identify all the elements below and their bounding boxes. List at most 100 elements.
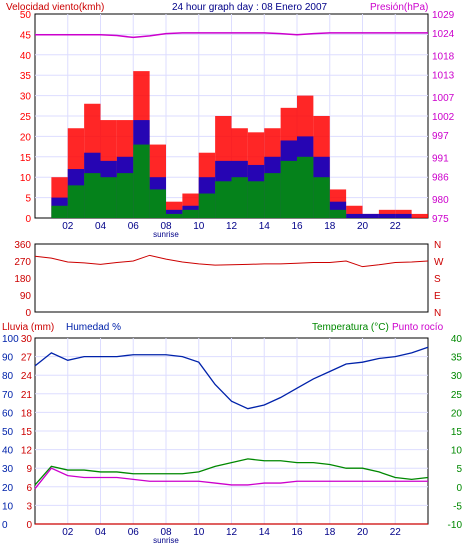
chart-title: 24 hour graph day : 08 Enero 2007	[172, 2, 328, 13]
time-tick-label: 22	[390, 221, 402, 232]
pressure-tick-label: 991	[432, 154, 449, 165]
wind-series-low	[51, 144, 347, 218]
humidity-tick-label: 90	[2, 353, 14, 364]
wind-tick-label: 20	[20, 132, 32, 143]
wind-tick-label: 30	[20, 92, 32, 103]
temperature-axis-title: Temperatura (°C)	[312, 322, 389, 333]
time-tick-label: 16	[291, 527, 303, 538]
humidity-tick-label: 40	[2, 446, 14, 457]
pressure-tick-label: 986	[432, 172, 449, 183]
pressure-tick-label: 1018	[432, 52, 455, 63]
time-tick-label: 02	[62, 221, 74, 232]
direction-tick-label: 0	[25, 308, 31, 319]
time-tick-label: 20	[357, 527, 369, 538]
time-tick-label: 06	[128, 527, 140, 538]
wind-bar	[198, 193, 216, 218]
wind-bar	[378, 213, 396, 218]
wind-tick-label: 40	[20, 51, 32, 62]
pressure-tick-label: 1024	[432, 29, 455, 40]
humidity-tick-label: 60	[2, 408, 14, 419]
humidity-tick-label: 50	[2, 427, 14, 438]
humidity-tick-label: 20	[2, 483, 14, 494]
time-tick-label: 14	[259, 221, 271, 232]
wind-bar	[67, 185, 85, 218]
wind-bar	[346, 213, 363, 218]
time-tick-label: 12	[226, 221, 238, 232]
wind-tick-label: 10	[20, 173, 32, 184]
wind-bar	[297, 156, 314, 218]
pressure-axis-title: Presión(hPa)	[370, 2, 428, 13]
rain-tick-label: 9	[26, 464, 32, 475]
time-tick-label: 08	[160, 221, 172, 232]
wind-bar	[411, 213, 428, 218]
rain-tick-label: 15	[21, 427, 33, 438]
temperature-tick-label: 40	[451, 334, 463, 345]
humidity-tick-label: 70	[2, 390, 14, 401]
pressure-tick-label: 1029	[432, 10, 455, 21]
humidity-temperature-panel: Lluvia (mm) Humedad % Temperatura (°C) Punt…	[2, 322, 462, 545]
wind-axis-title: Velocidad viento(kmh)	[6, 2, 104, 13]
wind-bar	[215, 181, 232, 218]
rain-tick-label: 12	[21, 446, 33, 457]
wind-bar	[100, 177, 117, 218]
wind-pressure-panel: 0510152025303540455097598098699199710021…	[20, 10, 455, 239]
time-tick-label: 12	[226, 527, 238, 538]
wind-tick-label: 5	[25, 194, 31, 205]
wind-bar	[247, 181, 265, 218]
wind-bar	[166, 213, 183, 218]
rain-tick-label: 0	[26, 520, 32, 531]
wind-tick-label: 0	[25, 214, 31, 225]
time-tick-label: 02	[62, 527, 74, 538]
wind-bar	[362, 213, 379, 218]
temperature-tick-label: 10	[451, 446, 463, 457]
humidity-tick-label: 10	[2, 501, 14, 512]
wind-tick-label: 50	[20, 10, 32, 21]
wind-bar	[84, 173, 101, 218]
wind-bar	[231, 177, 248, 218]
time-tick-label: 18	[324, 221, 336, 232]
compass-label: N	[434, 308, 441, 319]
compass-label: N	[434, 240, 441, 251]
temperature-tick-label: -10	[448, 520, 463, 531]
temperature-tick-label: 20	[451, 408, 463, 419]
time-tick-label: 06	[128, 221, 140, 232]
humidity-axis-title: Humedad %	[66, 322, 121, 333]
wind-bar	[133, 144, 150, 218]
pressure-tick-label: 1002	[432, 112, 455, 123]
humidity-tick-label: 100	[2, 334, 19, 345]
wind-bar	[149, 189, 166, 218]
temperature-tick-label: 25	[451, 390, 463, 401]
compass-label: W	[434, 257, 444, 268]
temperature-tick-label: 30	[451, 371, 463, 382]
series-line	[34, 467, 428, 490]
sunrise-label: sunrise	[153, 536, 179, 545]
rain-tick-label: 30	[21, 334, 33, 345]
pressure-tick-label: 975	[432, 214, 449, 225]
pressure-tick-label: 1007	[432, 93, 455, 104]
direction-tick-label: 90	[20, 291, 32, 302]
wind-bar	[280, 160, 297, 218]
pressure-tick-label: 997	[432, 131, 449, 142]
temperature-tick-label: 0	[456, 483, 462, 494]
rain-tick-label: 24	[21, 371, 33, 382]
humidity-tick-label: 0	[2, 520, 8, 531]
rain-tick-label: 21	[21, 390, 33, 401]
direction-plot-frame	[34, 243, 429, 313]
rain-tick-label: 3	[26, 501, 32, 512]
humidity-tick-label: 80	[2, 371, 14, 382]
humidity-tick-label: 30	[2, 464, 14, 475]
temperature-tick-label: 35	[451, 353, 463, 364]
pressure-tick-label: 980	[432, 195, 449, 206]
wind-bar	[264, 173, 281, 218]
series-line	[34, 346, 429, 410]
time-tick-label: 22	[390, 527, 402, 538]
wind-bar	[51, 205, 68, 218]
direction-line	[34, 254, 429, 268]
wind-tick-label: 35	[20, 71, 32, 82]
time-tick-label: 04	[95, 527, 107, 538]
temperature-tick-label: -5	[453, 501, 462, 512]
direction-tick-label: 270	[14, 257, 31, 268]
wind-bar	[116, 173, 134, 218]
